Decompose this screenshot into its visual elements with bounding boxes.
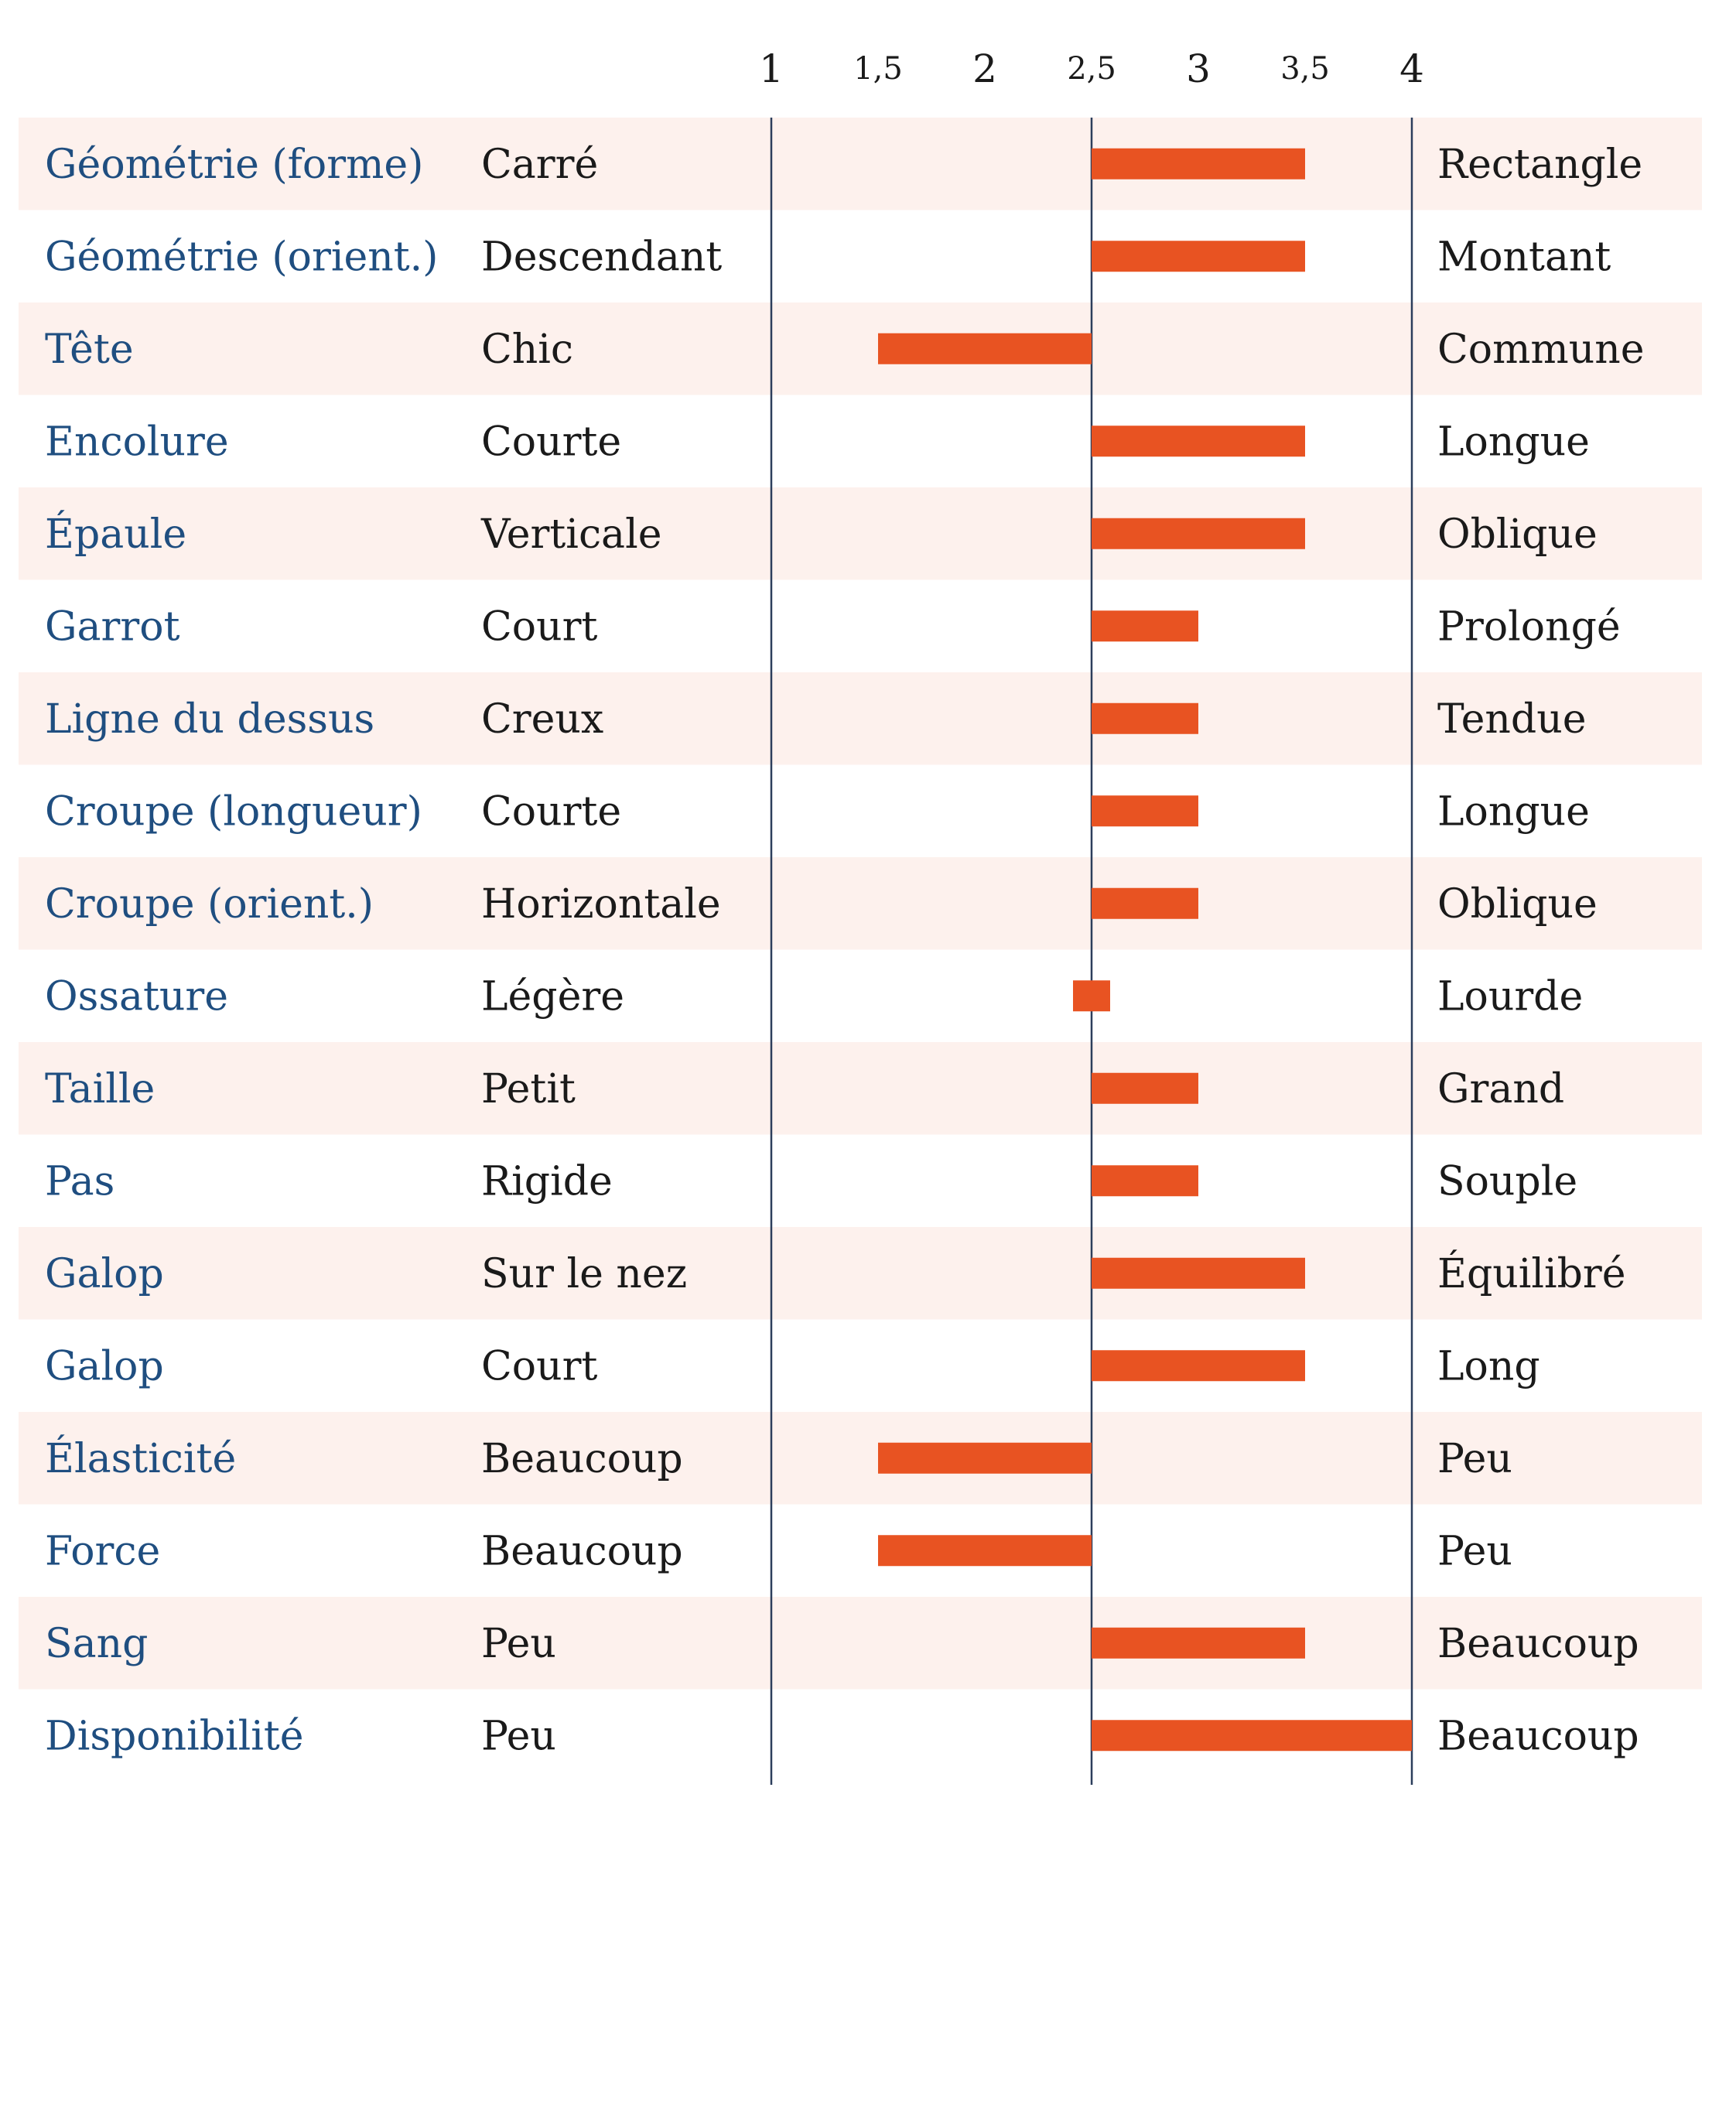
high-pole-label: Commune	[1437, 326, 1644, 373]
bar	[1092, 887, 1198, 919]
low-pole-label: Descendant	[481, 234, 722, 280]
low-pole-label: Courte	[481, 419, 621, 465]
trait-label: Épaule	[45, 510, 186, 558]
row-stripe	[19, 118, 1702, 210]
tick-label: 2	[972, 46, 997, 91]
trait-label: Pas	[45, 1158, 114, 1205]
low-pole-label: Horizontale	[481, 881, 721, 928]
row-stripe	[19, 1042, 1702, 1135]
high-pole-label: Long	[1437, 1343, 1540, 1389]
bar	[1092, 795, 1198, 827]
trait-label: Ligne du dessus	[45, 696, 374, 743]
low-pole-label: Rigide	[481, 1158, 613, 1205]
bar	[1092, 702, 1198, 734]
row-stripe	[19, 1227, 1702, 1320]
low-pole-label: Beaucoup	[481, 1436, 683, 1482]
high-pole-label: Oblique	[1437, 881, 1598, 928]
low-pole-label: Chic	[481, 326, 573, 373]
high-pole-label: Peu	[1437, 1436, 1512, 1482]
trait-label: Ossature	[45, 973, 228, 1020]
low-pole-label: Carré	[481, 142, 598, 188]
tick-labels: 1 1,5 2 2,5 3 3,5 4	[759, 46, 1424, 91]
trait-label: Galop	[45, 1251, 164, 1297]
bar	[1092, 426, 1305, 457]
row-stripe	[19, 672, 1702, 765]
bar	[878, 1535, 1092, 1567]
low-pole-label: Creux	[481, 696, 603, 743]
tick-label: 3	[1186, 46, 1211, 91]
trait-label: Géométrie (forme)	[45, 142, 423, 188]
tick-label: 3,5	[1280, 51, 1330, 87]
high-pole-label: Peu	[1437, 1528, 1512, 1574]
high-pole-label: Prolongé	[1437, 603, 1621, 650]
row-stripe	[19, 487, 1702, 580]
trait-label: Croupe (orient.)	[45, 881, 374, 928]
tick-label: 2,5	[1067, 51, 1116, 87]
low-pole-label: Court	[481, 1343, 597, 1389]
bars	[878, 148, 1412, 1752]
high-pole-label: Rectangle	[1437, 142, 1642, 188]
row-stripe	[19, 302, 1702, 395]
low-pole-label: Sur le nez	[481, 1251, 687, 1297]
bar	[1092, 241, 1305, 272]
tick-label: 1	[759, 46, 784, 91]
bar	[878, 1442, 1092, 1474]
axis-lines	[770, 118, 1413, 1785]
trait-label: Galop	[45, 1343, 164, 1389]
trait-label: Croupe (longueur)	[45, 788, 422, 835]
high-pole-label: Longue	[1437, 419, 1590, 465]
trait-label: Encolure	[45, 419, 229, 465]
high-pole-label: Beaucoup	[1437, 1621, 1639, 1667]
high-pole-label: Équilibré	[1437, 1249, 1626, 1297]
low-pole-label: Court	[481, 603, 597, 650]
trait-label: Garrot	[45, 603, 180, 650]
row-stripes	[19, 118, 1702, 1690]
high-pole-label: Souple	[1437, 1158, 1577, 1205]
low-pole-label: Beaucoup	[481, 1528, 683, 1574]
bar	[1073, 980, 1110, 1012]
trait-label: Sang	[45, 1621, 148, 1667]
high-pole-label: Lourde	[1437, 973, 1583, 1020]
trait-label: Taille	[45, 1066, 155, 1113]
trait-label: Disponibilité	[45, 1713, 304, 1759]
row-stripe	[19, 857, 1702, 950]
row-stripe	[19, 1597, 1702, 1690]
bar	[1092, 1257, 1305, 1289]
high-pole-label: Oblique	[1437, 511, 1598, 558]
trait-label: Élasticité	[45, 1434, 236, 1482]
trait-label: Tête	[45, 326, 134, 373]
bar	[1092, 148, 1305, 179]
low-pole-label: Verticale	[480, 511, 661, 558]
row-labels: Géométrie (forme) Carré Rectangle Géométrie…	[45, 142, 1644, 1760]
bar	[1092, 1627, 1305, 1659]
low-pole-label: Peu	[481, 1621, 556, 1667]
high-pole-label: Longue	[1437, 788, 1590, 835]
high-pole-label: Tendue	[1437, 696, 1586, 743]
bar	[1092, 1350, 1305, 1382]
tick-label: 4	[1399, 46, 1424, 91]
low-pole-label: Petit	[481, 1066, 576, 1113]
bar	[878, 333, 1092, 364]
bar	[1092, 610, 1198, 642]
high-pole-label: Beaucoup	[1437, 1713, 1639, 1759]
high-pole-label: Grand	[1437, 1066, 1564, 1113]
low-pole-label: Courte	[481, 788, 621, 835]
trait-label: Force	[45, 1528, 160, 1574]
row-stripe	[19, 1412, 1702, 1505]
high-pole-label: Montant	[1437, 234, 1611, 280]
bar	[1092, 1720, 1412, 1752]
bar	[1092, 1072, 1198, 1104]
trait-label: Géométrie (orient.)	[45, 234, 438, 280]
low-pole-label: Légère	[481, 973, 624, 1020]
bar	[1092, 1165, 1198, 1197]
tick-label: 1,5	[853, 51, 903, 87]
bar	[1092, 518, 1305, 549]
low-pole-label: Peu	[481, 1713, 556, 1759]
